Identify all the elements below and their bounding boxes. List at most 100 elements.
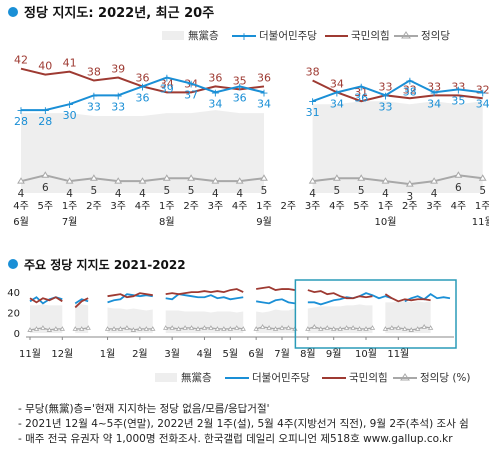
chart1-point-minjoo: + [65,98,74,111]
chart1-label-justice: 4 [431,188,438,200]
chart1-point-minjoo: + [478,86,487,99]
chart2-undecided-area-2 [107,307,153,333]
chart1-week-label: 2주 [281,201,297,212]
chart1-label-minjoo: 39 [160,83,174,96]
chart2-point-justice [356,326,363,331]
chart2-month-label: 3월 [164,348,180,360]
chart1-label-justice: 4 [309,188,316,200]
chart1-label-minjoo: 33 [111,100,125,113]
chart1-point-justice [381,177,390,184]
chart2-month-label: 11월 [387,348,409,360]
chart1-label-justice: 4 [18,188,25,200]
chart1-undecided-area-1 [312,101,483,193]
chart1-label-minjoo: 38 [403,86,417,99]
chart1-point-minjoo: + [332,86,341,99]
chart2-month-label: 5월 [223,348,239,360]
chart2-point-justice [227,326,233,331]
chart1-point-minjoo: + [114,89,123,102]
chart1-label-ppp: 40 [38,60,52,73]
chart1-label-minjoo: 30 [63,109,77,122]
chart2-point-justice [117,326,124,331]
chart1-label-ppp: 38 [87,66,101,79]
chart1-point-minjoo: + [16,104,25,117]
legend2-justice-marker [400,373,410,381]
chart2-month-label: 4월 [197,348,213,360]
chart1-label-justice: 6 [42,182,49,194]
chart1-label-justice: 5 [163,185,170,197]
section1-title: 정당 지지도: 2022년, 최근 20주 [24,5,214,21]
chart1-point-justice [478,174,487,181]
legend1-justice-label: 정의당 [421,30,450,42]
chart2-point-justice [266,325,272,330]
chart1-label-minjoo: 34 [208,97,222,110]
chart1-week-label: 2주 [402,201,418,212]
chart1-week-label: 3주 [208,201,224,212]
chart1-label-ppp: 36 [136,71,150,84]
chart1-label-ppp: 35 [233,74,247,87]
chart1-label-minjoo: 31 [306,106,320,119]
chart2-point-justice [240,326,246,331]
chart2-ytick-label: 0 [14,329,20,340]
chart1-label-justice: 4 [139,188,146,200]
chart1-month-label: 10월 [375,216,397,228]
chart1-point-minjoo: + [454,83,463,96]
chart2-point-justice [427,325,434,330]
chart1-week-label: 4주 [451,201,467,212]
chart2-point-justice [318,326,324,331]
chart2-recent-20-weeks-box [294,279,457,349]
chart1-week-label: 1주 [378,201,394,212]
chart1-point-minjoo: + [89,89,98,102]
chart2-point-justice [59,326,65,331]
section1-title-dot [8,7,18,17]
chart2-ytick-label: 20 [7,309,20,320]
chart2-point-justice [143,326,149,331]
chart2-ytick-label: 40 [7,288,20,299]
section2-title: 주요 정당 지지도 2021-2022 [24,257,186,272]
chart2-point-justice [395,325,401,330]
chart1-label-justice: 4 [236,188,243,200]
chart1-label-minjoo: 33 [379,100,393,113]
chart1-point-justice [90,174,98,181]
legend2-minjoo-label: 더불어민주당 [252,372,310,384]
chart1-label-ppp: 34 [160,77,174,90]
chart1-label-ppp: 33 [379,80,393,93]
chart1-point-justice [405,180,414,187]
chart2-point-justice [285,325,292,330]
legend1-undecided-swatch [162,31,184,40]
chart2-line-ppp-3 [165,288,244,296]
chart2-undecided-area-1 [75,303,89,333]
chart2-point-justice [408,327,414,332]
chart1-label-minjoo: 34 [257,97,271,110]
chart2-point-justice [331,326,337,331]
chart2-point-justice [234,325,240,330]
chart2-line-minjoo-6 [404,293,451,303]
legend1-justice-marker [401,31,411,39]
chart1-week-label: 4주 [232,201,248,212]
chart1-label-justice: 4 [212,188,219,200]
chart2-point-justice [137,326,143,331]
chart1-week-label: 1주 [256,201,272,212]
chart1-line-justice-1 [312,174,483,186]
chart1-label-minjoo: 34 [330,97,344,110]
chart1-label-ppp: 42 [14,54,28,67]
chart1-point-minjoo: + [381,89,390,102]
chart1-label-minjoo: 28 [14,115,28,128]
chart1-point-justice [333,174,341,181]
chart1-point-minjoo: + [211,86,220,99]
chart1-week-label: 3주 [305,201,321,212]
chart1-week-label: 5주 [38,201,54,212]
chart1-point-minjoo: + [357,80,366,93]
legend1-undecided-label: 無黨층 [188,29,219,42]
chart1-week-label: 2주 [183,201,199,212]
chart1-point-justice [138,177,147,184]
chart2-month-label: 7월 [274,348,290,360]
chart2-point-justice [279,325,285,330]
chart1-point-justice [235,177,244,184]
legend1-minjoo-label: 더불어민주당 [259,30,317,42]
chart1-label-justice: 5 [334,185,341,197]
chart1-label-justice: 4 [66,188,73,200]
chart2-point-justice [343,325,350,330]
chart2-plot: 0 20 40 11월 12월 1월 2월 3월 4월 5월 6월 7월 8월 9월 10월 11월 [7,279,457,360]
chart1-week-label: 1주 [62,201,78,212]
